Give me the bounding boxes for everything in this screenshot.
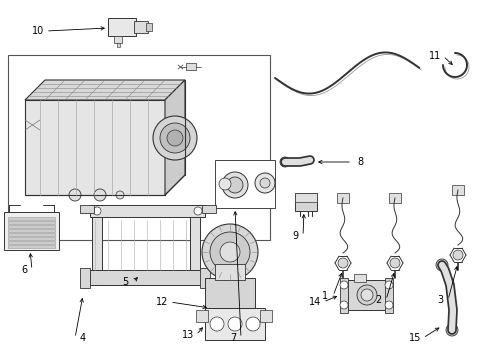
Bar (185, 63, 196, 70)
Bar (204, 308, 264, 340)
Circle shape (220, 242, 240, 262)
Circle shape (153, 116, 197, 160)
Bar (353, 274, 365, 282)
Circle shape (245, 317, 260, 331)
Text: 2: 2 (374, 295, 380, 305)
Bar (294, 193, 316, 211)
Text: 11: 11 (428, 51, 440, 61)
Bar (200, 268, 209, 288)
Bar (8, 229, 55, 231)
Circle shape (337, 258, 347, 268)
Bar (8, 245, 55, 248)
Bar (190, 205, 200, 280)
Text: 12: 12 (156, 297, 168, 307)
Circle shape (69, 189, 81, 201)
Bar (146, 23, 152, 31)
Bar (204, 278, 254, 308)
Circle shape (384, 301, 392, 309)
Circle shape (339, 301, 347, 309)
Bar (8, 55, 269, 240)
Bar (80, 268, 90, 288)
Text: 4: 4 (80, 333, 86, 343)
Text: 14: 14 (308, 297, 321, 307)
Circle shape (116, 191, 124, 199)
Text: 6: 6 (21, 265, 27, 275)
Circle shape (227, 317, 242, 331)
Circle shape (202, 224, 258, 280)
Bar (8, 241, 55, 243)
Bar (4, 212, 59, 250)
Bar (384, 278, 392, 313)
Bar (134, 21, 148, 33)
Circle shape (94, 189, 106, 201)
Bar (8, 221, 55, 224)
Circle shape (356, 285, 376, 305)
Bar (25, 100, 164, 195)
Bar (8, 217, 55, 220)
Bar (8, 233, 55, 235)
Text: 3: 3 (436, 295, 442, 305)
Circle shape (389, 258, 399, 268)
Text: 13: 13 (182, 330, 194, 340)
Bar (90, 205, 204, 217)
Bar (388, 193, 400, 203)
Circle shape (209, 317, 224, 331)
Bar (260, 310, 271, 322)
Circle shape (384, 281, 392, 289)
Bar (90, 270, 204, 285)
Circle shape (260, 178, 269, 188)
Bar (108, 18, 136, 36)
Circle shape (160, 123, 190, 153)
Text: 8: 8 (356, 157, 362, 167)
Text: 5: 5 (122, 277, 128, 287)
Polygon shape (164, 80, 184, 195)
Circle shape (254, 173, 274, 193)
Bar (215, 264, 244, 280)
Polygon shape (25, 80, 184, 100)
Bar (8, 237, 55, 239)
Bar (347, 280, 385, 310)
Circle shape (360, 289, 372, 301)
Bar (80, 205, 94, 213)
Bar (196, 310, 207, 322)
Circle shape (194, 207, 202, 215)
Bar (202, 205, 216, 213)
Text: 7: 7 (229, 333, 236, 343)
Circle shape (209, 232, 249, 272)
Bar (114, 36, 122, 43)
Circle shape (226, 177, 243, 193)
Bar (336, 193, 348, 203)
Text: 9: 9 (291, 231, 298, 241)
Circle shape (222, 172, 247, 198)
Circle shape (339, 281, 347, 289)
Circle shape (452, 250, 462, 260)
Text: 1: 1 (321, 291, 327, 301)
Bar (339, 278, 347, 313)
Circle shape (219, 178, 230, 190)
Bar (8, 225, 55, 228)
Circle shape (435, 259, 447, 271)
Bar (294, 193, 316, 202)
Circle shape (167, 130, 183, 146)
Bar (92, 205, 102, 285)
Circle shape (280, 157, 289, 167)
Circle shape (93, 207, 101, 215)
Text: 15: 15 (408, 333, 420, 343)
Bar (117, 43, 120, 47)
Text: 10: 10 (32, 26, 44, 36)
Circle shape (445, 324, 457, 336)
Bar (451, 185, 463, 195)
Bar (215, 160, 274, 208)
